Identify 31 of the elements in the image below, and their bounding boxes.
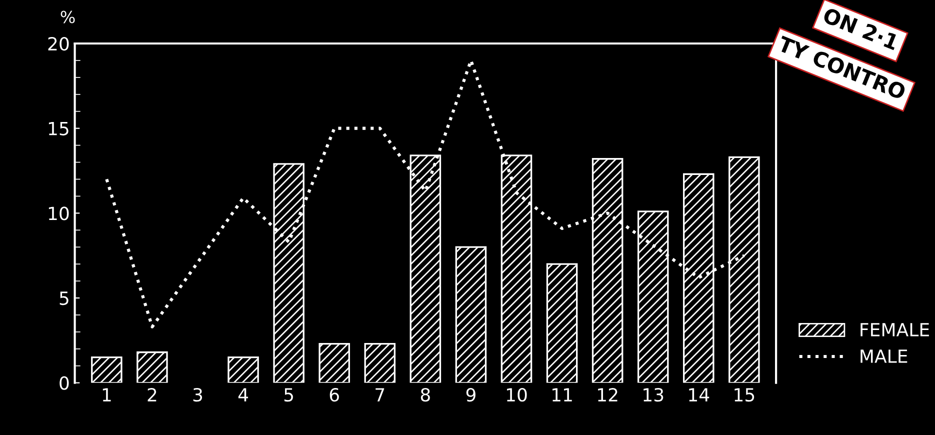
x-tick-label: 15 <box>734 388 754 402</box>
legend-label: FEMALE <box>860 323 929 336</box>
x-tick-label: 13 <box>644 388 664 402</box>
x-tick-label: 14 <box>689 388 710 402</box>
text: ON 2·1 <box>822 6 900 50</box>
legend-label: MALE <box>860 350 908 363</box>
y-tick-label: 0 <box>60 376 69 390</box>
y-tick-label: 10 <box>48 206 69 220</box>
x-tick-label: 3 <box>193 388 202 402</box>
bar <box>136 351 168 383</box>
x-tick-label: 8 <box>420 388 430 402</box>
bar <box>546 263 578 383</box>
x-tick-label: 5 <box>284 388 293 402</box>
y-tick-label: 15 <box>48 122 68 136</box>
y-axis-title: % <box>60 10 75 24</box>
bar <box>91 356 122 383</box>
y-tick-label: 5 <box>60 292 68 306</box>
x-tick-label: 11 <box>552 388 572 402</box>
x-tick-label: 10 <box>506 388 527 402</box>
x-tick-label: 4 <box>238 388 248 402</box>
bar <box>228 356 259 383</box>
y-tick-label: 20 <box>48 36 69 51</box>
x-tick-label: 7 <box>376 388 384 402</box>
bar <box>318 342 350 383</box>
x-tick-label: 12 <box>598 388 618 402</box>
x-tick-label: 9 <box>466 388 476 402</box>
bar <box>455 246 487 383</box>
x-tick-label: 6 <box>330 388 339 402</box>
x-tick-label: 1 <box>102 388 111 402</box>
bar <box>364 342 396 383</box>
x-tick-label: 2 <box>148 388 156 402</box>
